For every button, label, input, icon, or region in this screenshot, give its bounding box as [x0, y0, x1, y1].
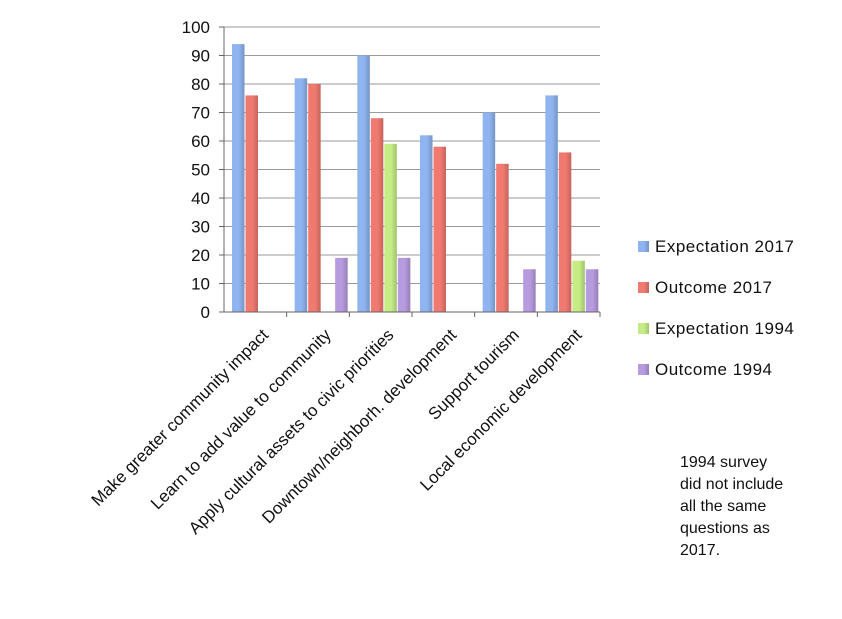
bar [433, 146, 446, 312]
y-tick-label: 0 [201, 303, 210, 322]
y-tick-label: 90 [191, 47, 210, 66]
bar [232, 44, 245, 312]
bars [232, 44, 599, 313]
bar [420, 135, 433, 312]
note-line: all the same [680, 498, 767, 515]
y-tick-label: 70 [191, 104, 210, 123]
y-tick-label: 20 [191, 246, 210, 265]
legend-label: Outcome 2017 [655, 278, 773, 297]
bar [245, 95, 258, 313]
y-tick-label: 10 [191, 275, 210, 294]
bar [482, 112, 496, 312]
bar [384, 143, 397, 312]
legend-swatch [638, 364, 649, 375]
bar [294, 78, 308, 312]
bar [308, 84, 321, 312]
legend: Expectation 2017 Outcome 2017 Expectation … [638, 237, 794, 379]
note-line: questions as [680, 520, 770, 537]
bar [357, 55, 370, 312]
survey-note: 1994 survey did not include all the same… [680, 452, 830, 562]
bar [335, 257, 348, 312]
axes [223, 27, 601, 317]
legend-label: Outcome 1994 [655, 360, 773, 379]
legend-swatch [638, 241, 649, 252]
legend-label: Expectation 2017 [655, 237, 794, 256]
legend-swatch [638, 282, 649, 293]
bar [545, 95, 558, 313]
note-line: 2017. [680, 542, 721, 559]
y-axis-ticks: 0 10 20 30 40 50 60 70 80 90 100 [182, 18, 224, 322]
legend-swatch [638, 323, 649, 334]
y-tick-label: 30 [191, 218, 210, 237]
bar [397, 257, 411, 312]
bar [572, 260, 585, 312]
note-line: 1994 survey [680, 454, 768, 471]
bar [558, 152, 572, 312]
y-tick-label: 50 [191, 161, 210, 180]
bar [523, 269, 536, 312]
y-tick-label: 80 [191, 75, 210, 94]
y-tick-label: 40 [191, 189, 210, 208]
y-tick-label: 100 [182, 18, 210, 37]
note-line: did not include [680, 476, 784, 493]
bar [585, 269, 599, 312]
bar [496, 163, 509, 312]
y-tick-label: 60 [191, 132, 210, 151]
bar [370, 118, 384, 312]
legend-label: Expectation 1994 [655, 319, 794, 338]
gridlines [224, 26, 600, 284]
